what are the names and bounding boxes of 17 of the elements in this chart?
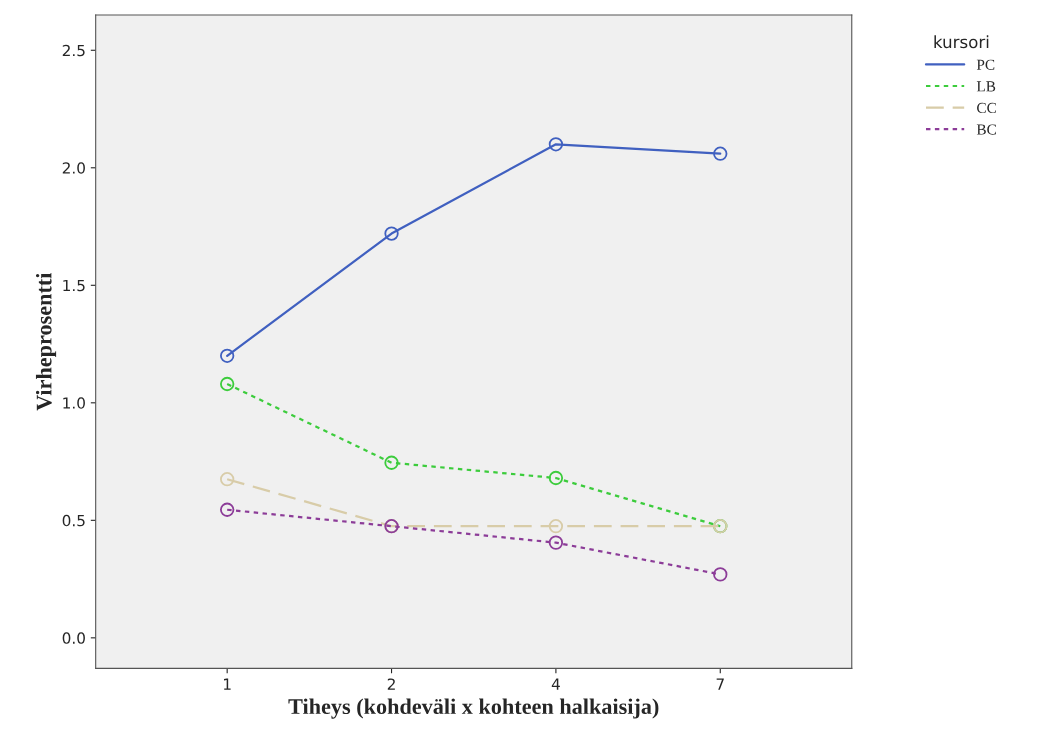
y-tick-label: 0.5 — [62, 514, 85, 527]
x-axis-title: Tiheys (kohdeväli x kohteen halkaisija) — [288, 698, 659, 719]
legend-label: LB — [976, 81, 996, 92]
x-tick-label: 2 — [387, 678, 395, 690]
y-tick-label: 0.0 — [62, 632, 85, 644]
x-tick-label: 7 — [716, 678, 724, 690]
legend-label: PC — [976, 59, 995, 70]
x-tick-label: 1 — [223, 678, 231, 690]
legend-label: CC — [977, 102, 996, 114]
y-axis-title: Virheprosentti — [35, 272, 57, 411]
legend-label: BC — [976, 124, 996, 135]
y-tick-label: 2.0 — [62, 162, 85, 174]
y-tick-label: 1.0 — [63, 397, 85, 409]
y-tick-label: 1.5 — [63, 279, 85, 292]
legend-title: kursori — [934, 35, 989, 49]
y-tick-label: 2.5 — [62, 44, 85, 57]
x-tick-label: 4 — [551, 678, 560, 690]
